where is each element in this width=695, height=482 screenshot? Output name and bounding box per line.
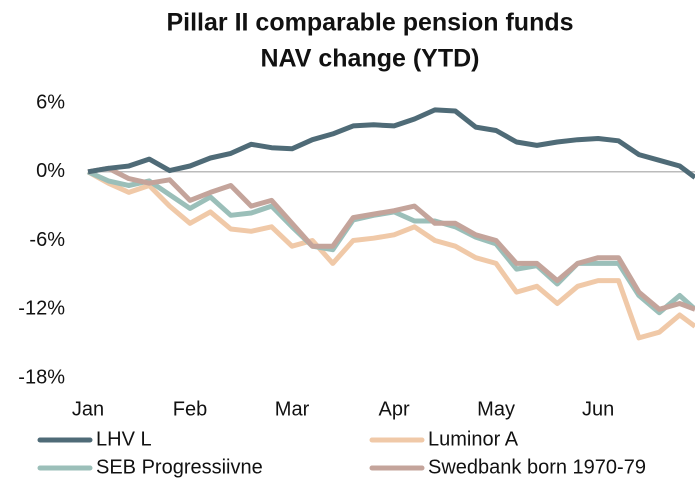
y-tick-label: 6% xyxy=(36,91,65,113)
legend-label: SEB Progressiivne xyxy=(96,456,263,478)
legend-label: Luminor A xyxy=(428,428,519,450)
x-tick-label: May xyxy=(477,398,515,420)
legend-label: LHV L xyxy=(96,428,152,450)
x-tick-label: Apr xyxy=(378,398,409,420)
x-tick-label: Jan xyxy=(72,398,104,420)
series-line xyxy=(87,165,695,312)
y-tick-label: 0% xyxy=(36,160,65,182)
y-tick-label: -12% xyxy=(18,298,65,320)
chart-title: NAV change (YTD) xyxy=(261,45,480,73)
y-tick-label: -18% xyxy=(18,366,65,388)
x-tick-label: Jun xyxy=(582,398,614,420)
chart-title: Pillar II comparable pension funds xyxy=(166,9,573,37)
x-tick-label: Mar xyxy=(275,398,310,420)
legend-label: Swedbank born 1970-79 xyxy=(428,456,646,478)
series-line xyxy=(87,107,695,180)
y-tick-label: -6% xyxy=(29,229,65,251)
series-line xyxy=(86,169,695,316)
x-tick-label: Feb xyxy=(173,398,207,420)
series-line xyxy=(86,169,695,341)
